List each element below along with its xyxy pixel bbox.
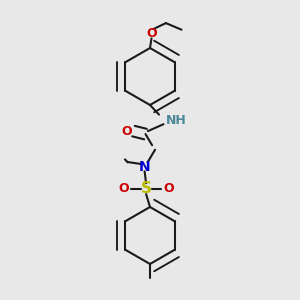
Text: NH: NH	[166, 114, 186, 127]
Text: O: O	[121, 124, 132, 138]
Text: S: S	[141, 181, 152, 196]
Text: O: O	[118, 182, 129, 195]
Text: N: N	[139, 160, 150, 174]
Text: O: O	[146, 27, 157, 40]
Text: O: O	[164, 182, 174, 195]
